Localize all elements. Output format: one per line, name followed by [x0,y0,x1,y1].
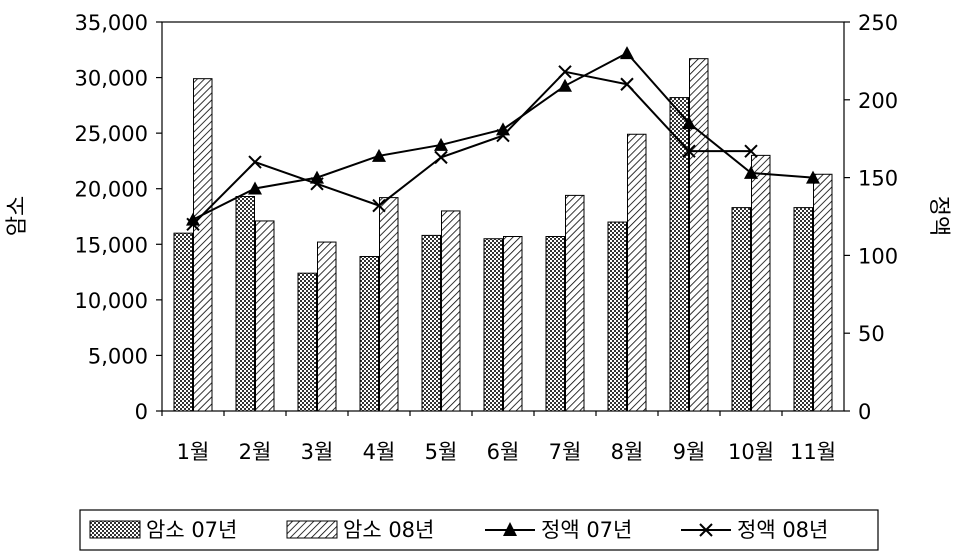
line-08 [192,70,751,225]
x-tick-label: 1월 [177,440,210,464]
point-07-11 [806,170,820,184]
y-tick-label: 10,000 [75,289,148,313]
y-tick-label: 15,000 [75,233,148,257]
legend: 암소 07년 암소 08년 정액 07년 정액 08년 [79,509,879,551]
y2-tick-label: 0 [858,400,871,424]
x-tick-label: 3월 [301,440,334,464]
legend-label-line07: 정액 07년 [541,518,632,542]
point-08-4 [372,198,386,213]
y-tick-label: 0 [135,400,148,424]
point-07-6 [496,122,510,136]
point-08-5 [434,150,448,165]
bar-07-4 [359,256,379,412]
x-tick-label: 2월 [239,440,272,464]
bar-07-2 [235,195,255,412]
point-07-10 [744,165,758,179]
x-tick-label: 9월 [673,440,706,464]
bar-07-3 [297,272,317,412]
point-07-7 [558,78,572,92]
y-tick-label: 25,000 [75,122,148,146]
bar-08-4 [379,197,399,412]
point-07-1 [186,212,200,226]
legend-swatch-bar08 [286,520,338,539]
bar-08-7 [565,194,585,412]
y-tick-label: 20,000 [75,178,148,202]
bar-07-6 [483,238,503,412]
bar-08-11 [813,173,833,412]
bar-07-10 [731,207,751,412]
y-axis-title: 암소 [5,196,30,236]
point-08-8 [620,77,634,91]
point-08-10 [744,144,758,158]
legend-label-line08: 정액 08년 [737,518,828,542]
bar-07-11 [793,207,813,412]
x-tick-label: 4월 [363,440,396,464]
y-tick-label: 30,000 [75,67,148,91]
x-tick-label: 7월 [549,440,582,464]
y-tick-label: 5,000 [88,344,148,368]
y2-tick-label: 100 [858,244,898,268]
y2-tick-label: 250 [858,11,898,35]
bar-08-2 [255,220,275,412]
x-tick-label: 6월 [487,440,520,464]
bar-07-9 [669,97,689,412]
bar-08-3 [317,241,337,412]
point-08-9 [682,144,696,158]
bar-08-8 [627,133,647,412]
point-08-1 [186,217,200,231]
point-08-3 [310,177,324,191]
bar-07-7 [545,236,565,412]
point-08-7 [558,65,572,79]
point-08-2 [248,155,262,169]
x-tick-label: 5월 [425,440,458,464]
legend-marker-triangle [503,522,517,536]
bar-08-10 [751,154,771,412]
y2-tick-label: 150 [858,167,898,191]
legend-swatch-bar07 [89,520,141,539]
plot-area: 0 5,000 10,000 15,000 20,000 25,000 30,000 35,0… [75,11,899,464]
bar-07-1 [173,232,193,412]
point-07-8 [620,46,634,60]
legend-label-bar08: 암소 08년 [343,518,434,542]
point-07-5 [434,137,448,151]
y2-tick-label: 50 [858,322,885,346]
point-07-4 [372,148,386,162]
legend-box [79,509,879,551]
point-07-9 [682,116,696,130]
point-08-6 [496,128,510,143]
bar-07-8 [607,221,627,412]
legend-label-bar07: 암소 07년 [146,518,237,542]
y2-axis-title: 정액 [926,196,951,236]
y-tick-label: 35,000 [75,11,148,35]
bar-08-9 [689,58,709,412]
bar-07-5 [421,234,441,412]
bar-08-5 [441,210,461,412]
y2-tick-label: 200 [858,89,898,113]
point-07-2 [248,181,262,195]
x-tick-label: 10월 [728,440,774,464]
x-tick-label: 8월 [611,440,644,464]
x-tick-label: 11월 [790,440,836,464]
bar-08-1 [193,78,213,412]
legend-marker-x [699,523,713,537]
bar-08-6 [503,236,523,412]
